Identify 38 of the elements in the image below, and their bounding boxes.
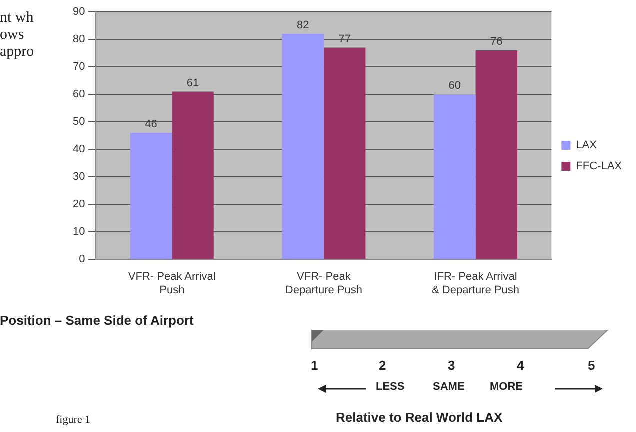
text: MORE xyxy=(490,381,523,393)
y-tick-label: 30 xyxy=(72,171,86,184)
bar xyxy=(172,92,214,260)
x-tick-label: VFR- Peak Arrival Push xyxy=(128,271,216,296)
text: 3 xyxy=(448,358,456,373)
bar xyxy=(130,133,172,260)
legend-label: FFC-LAX xyxy=(576,160,623,173)
y-tick-label: 0 xyxy=(79,254,86,266)
text: ows xyxy=(0,27,24,44)
y-tick-label: 60 xyxy=(72,88,86,101)
text: Relative to Real World LAX xyxy=(336,410,503,425)
text: 4 xyxy=(517,358,524,373)
text: SAME xyxy=(433,381,465,393)
legend-label: LAX xyxy=(576,140,598,152)
data-label: 82 xyxy=(296,20,310,32)
text: 1 xyxy=(311,358,318,373)
y-tick-label: 10 xyxy=(72,226,86,238)
x-tick-label: IFR- Peak Arrival & Departure Push xyxy=(432,271,520,296)
x-tick-label: VFR- Peak Departure Push xyxy=(285,271,362,296)
caption: figure 1 xyxy=(56,413,91,428)
text: nt wh xyxy=(0,10,34,27)
y-tick-label: 50 xyxy=(72,116,86,128)
y-tick-label: 70 xyxy=(72,61,86,74)
text: LESS xyxy=(376,381,405,393)
bar xyxy=(282,34,324,260)
data-label: 61 xyxy=(186,77,200,90)
text: 2 xyxy=(379,358,386,373)
y-tick-label: 90 xyxy=(72,6,86,18)
y-tick-label: 80 xyxy=(72,34,86,46)
text: 5 xyxy=(588,358,596,373)
data-label: 60 xyxy=(448,80,462,92)
text: appro xyxy=(0,44,34,61)
y-tick-label: 20 xyxy=(72,198,86,211)
text: Position – Same Side of Airport xyxy=(0,313,194,328)
bar xyxy=(476,50,518,260)
y-tick-label: 40 xyxy=(72,144,86,156)
bar xyxy=(434,94,476,260)
bar xyxy=(324,48,366,260)
